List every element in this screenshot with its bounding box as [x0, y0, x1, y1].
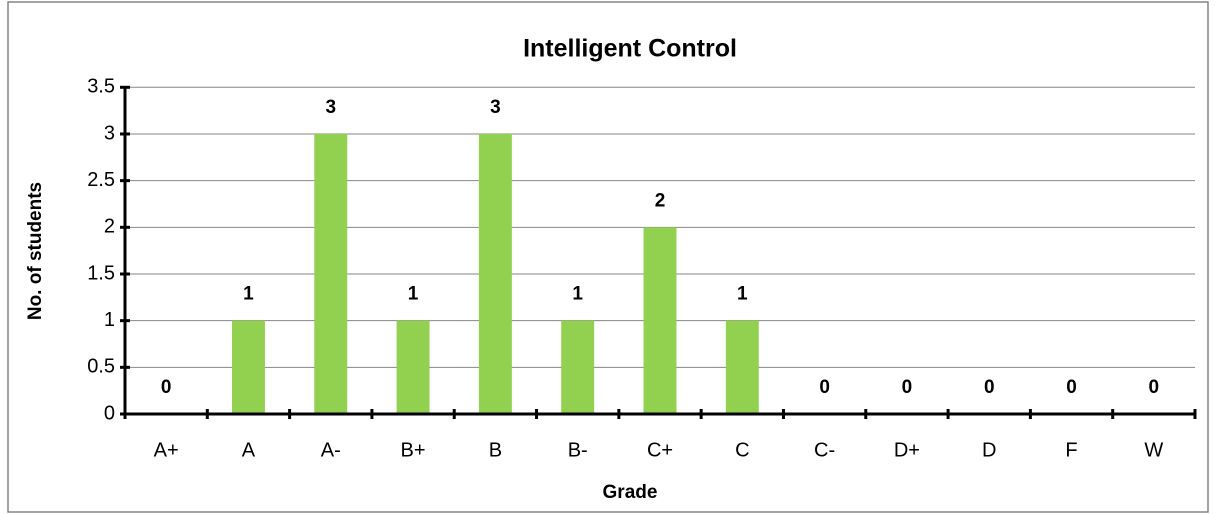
- x-tick-label: C+: [647, 439, 673, 461]
- data-label: 3: [325, 97, 336, 118]
- x-tick-label: A-: [321, 439, 341, 461]
- x-tick-label: B-: [568, 439, 588, 461]
- data-label: 0: [902, 377, 913, 398]
- x-tick-label: W: [1144, 439, 1163, 461]
- bar: [561, 320, 595, 414]
- x-tick-label: C-: [814, 439, 835, 461]
- x-tick-label: B: [489, 439, 502, 461]
- bar: [314, 133, 348, 414]
- x-tick-label: D: [982, 439, 996, 461]
- data-label: 1: [737, 284, 748, 305]
- x-tick-label: A: [242, 439, 256, 461]
- x-tick-label: A+: [154, 439, 179, 461]
- data-label: 0: [1149, 377, 1160, 398]
- data-label: 0: [161, 377, 172, 398]
- data-label: 0: [819, 377, 830, 398]
- bar: [232, 320, 265, 414]
- y-tick-label: 2: [104, 216, 115, 238]
- y-tick-label: 3: [104, 122, 115, 144]
- x-tick-label: D+: [894, 439, 920, 461]
- chart-title: Intelligent Control: [523, 35, 737, 63]
- y-tick-label: 3.5: [87, 76, 115, 98]
- data-label: 2: [655, 190, 666, 211]
- x-tick-label: B+: [401, 439, 426, 461]
- y-tick-label: 1.5: [87, 262, 115, 284]
- data-label: 1: [243, 284, 254, 305]
- bar: [643, 227, 677, 414]
- data-label: 0: [984, 377, 995, 398]
- y-tick-label: 2.5: [87, 169, 115, 191]
- data-label: 1: [408, 284, 419, 305]
- data-label: 1: [572, 284, 583, 305]
- bar: [478, 133, 512, 414]
- bar: [725, 320, 759, 414]
- chart-border: [7, 1, 1209, 513]
- data-label: 3: [490, 97, 501, 118]
- y-axis-label: No. of students: [25, 182, 46, 320]
- x-tick-label: C: [735, 439, 749, 461]
- y-tick-label: 0: [104, 402, 115, 424]
- data-label: 0: [1066, 377, 1077, 398]
- x-axis-label: Grade: [603, 482, 658, 503]
- y-tick-label: 0.5: [87, 356, 115, 378]
- y-tick-label: 1: [104, 309, 115, 331]
- bar: [396, 320, 430, 414]
- x-tick-label: F: [1065, 439, 1077, 461]
